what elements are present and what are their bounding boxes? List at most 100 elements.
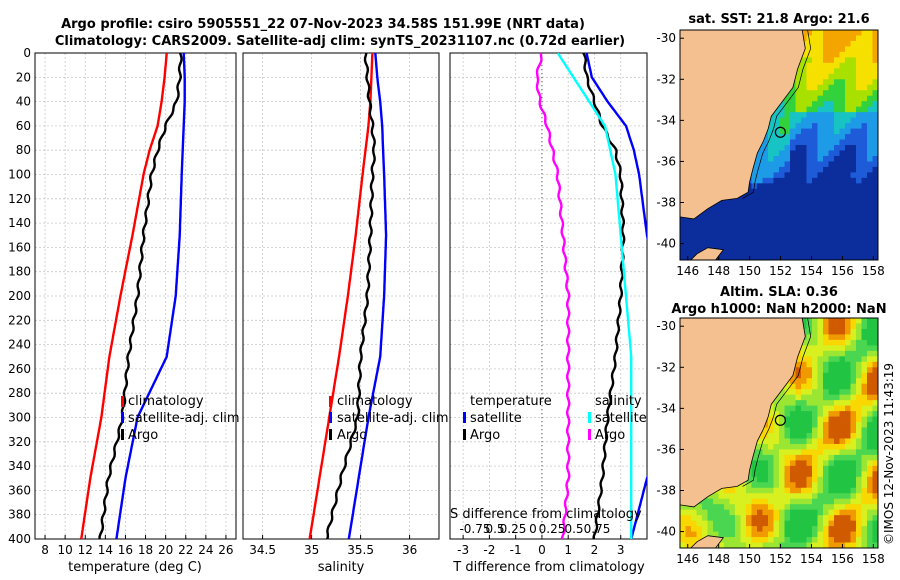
- map-cell: [834, 254, 840, 260]
- map-cell: [773, 504, 780, 511]
- map-cell: [872, 95, 878, 102]
- map-cell: [801, 449, 807, 456]
- depth-tick-label: 220: [8, 313, 31, 327]
- map-cell: [861, 227, 868, 234]
- map-cell: [856, 493, 862, 500]
- map-cell: [861, 57, 868, 64]
- main-title-line2: Climatology: CARS2009. Satellite-adj cli…: [55, 34, 625, 49]
- map-cell: [751, 509, 758, 516]
- map-cell: [861, 460, 868, 467]
- map-cell: [757, 443, 763, 450]
- map-cell: [850, 123, 857, 129]
- map-cell: [834, 35, 840, 42]
- map-cell: [757, 199, 763, 206]
- map-cell: [729, 520, 736, 527]
- map-cell: [768, 531, 774, 538]
- map-cell: [779, 526, 785, 532]
- map-cell: [779, 416, 785, 423]
- map-cell: [867, 339, 873, 346]
- map-cell: [872, 427, 878, 434]
- map-cell: [812, 509, 818, 516]
- map-cell: [784, 243, 791, 250]
- depth-tick-label: 100: [8, 168, 31, 182]
- map-cell: [817, 183, 824, 190]
- map-cell: [861, 405, 868, 412]
- map-cell: [872, 334, 878, 341]
- y-tick-label: -34: [656, 401, 676, 415]
- map-cell: [828, 394, 835, 401]
- map-cell: [872, 68, 878, 75]
- map-cell: [768, 221, 774, 228]
- map-cell: [845, 498, 851, 505]
- map-cell: [850, 520, 857, 527]
- map-cell: [757, 227, 763, 234]
- map-cell: [812, 205, 818, 212]
- map-cell: [839, 394, 846, 401]
- map-cell: [845, 62, 851, 69]
- map-cell: [806, 221, 813, 228]
- salinity-legend: climatology satellite-adj. clim Argo: [329, 394, 449, 443]
- depth-tick-label: 20: [16, 70, 31, 84]
- map-cell: [845, 433, 851, 439]
- map-cell: [784, 427, 791, 434]
- map-cell: [806, 123, 813, 129]
- map-cell: [861, 128, 868, 135]
- map-cell: [850, 482, 857, 489]
- map-cell: [801, 194, 807, 201]
- map-cell: [850, 515, 857, 522]
- map-cell: [784, 194, 791, 201]
- difference-panel: -3 -2 -1 0 1 2 3: [449, 52, 648, 557]
- map-cell: [839, 243, 846, 250]
- map-cell: [828, 145, 835, 151]
- map-cell: [773, 123, 780, 129]
- map-cell: [795, 249, 802, 255]
- map-cell: [801, 155, 807, 162]
- map-cell: [856, 476, 862, 483]
- map-cell: [812, 172, 818, 179]
- map-cell: [817, 238, 824, 244]
- map-cell: [845, 254, 851, 260]
- map-cell: [845, 394, 851, 401]
- map-cell: [834, 221, 840, 228]
- map-cell: [872, 73, 878, 80]
- map-cell: [779, 238, 785, 244]
- map-cell: [784, 249, 791, 255]
- map-cell: [828, 378, 835, 385]
- map-cell: [850, 57, 857, 64]
- map-cell: [839, 134, 846, 140]
- map-cell: [812, 438, 818, 445]
- map-cell: [801, 101, 807, 108]
- map-cell: [773, 482, 780, 489]
- map-cell: [806, 537, 813, 543]
- map-cell: [768, 177, 774, 184]
- map-cell: [812, 367, 818, 374]
- map-cell: [861, 515, 868, 522]
- map-cell: [845, 51, 851, 58]
- map-cell: [773, 537, 780, 543]
- map-cell: [806, 183, 813, 190]
- x-tick-label: 22: [178, 543, 193, 557]
- map-cell: [823, 90, 829, 97]
- map-cell: [696, 227, 703, 234]
- map-cell: [823, 493, 829, 500]
- map-cell: [812, 95, 818, 102]
- map-cell: [779, 438, 785, 445]
- map-cell: [828, 188, 835, 195]
- map-cell: [801, 520, 807, 527]
- map-cell: [762, 243, 769, 250]
- map-cell: [823, 216, 829, 223]
- map-cell: [856, 221, 862, 228]
- argo-position-marker: [774, 414, 786, 426]
- map-cell: [773, 199, 780, 206]
- map-cell: [773, 188, 780, 195]
- map-cell: [867, 367, 873, 374]
- map-cell: [806, 106, 813, 113]
- map-cell: [867, 46, 873, 53]
- map-cell: [817, 531, 824, 538]
- map-cell: [801, 400, 807, 407]
- map-cell: [872, 339, 878, 346]
- map-cell: [795, 509, 802, 516]
- map-cell: [795, 210, 802, 217]
- map-cell: [867, 493, 873, 500]
